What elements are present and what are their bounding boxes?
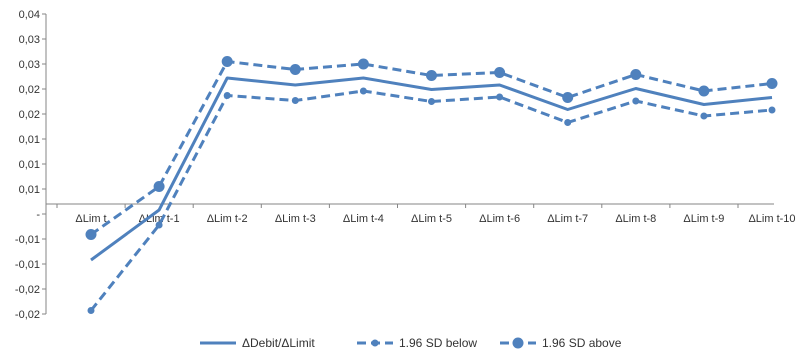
data-point <box>630 69 642 80</box>
data-point <box>766 78 778 89</box>
data-point <box>223 92 231 99</box>
y-tick-label: -0,01 <box>15 259 40 271</box>
data-point <box>564 119 572 126</box>
legend-item: 1.96 SD above <box>500 336 622 350</box>
data-point <box>359 87 367 95</box>
legend-item: 1.96 SD below <box>357 336 477 350</box>
legend-label: ΔDebit/ΔLimit <box>242 336 315 350</box>
y-axis: 0,04 0,03 0,03 0,02 0,02 0,01 0,01 0,01 - -0,01 -0… <box>15 9 47 321</box>
x-tick-label: ΔLim t-10 <box>748 213 795 225</box>
series-layer <box>85 56 778 314</box>
x-tick-label: ΔLim t-3 <box>275 213 316 225</box>
data-point <box>700 112 708 120</box>
data-point <box>632 97 640 105</box>
x-tick-label: ΔLim t <box>75 213 106 225</box>
x-tick-label: ΔLim t-4 <box>343 213 384 225</box>
x-tick-label: ΔLim t-2 <box>207 213 248 225</box>
series-line <box>90 76 773 262</box>
data-point <box>289 64 301 75</box>
data-point <box>562 92 574 103</box>
series-1-96-sd-below <box>87 87 776 314</box>
data-point <box>496 93 504 101</box>
data-point <box>428 98 435 105</box>
x-tick-label: ΔLim t-8 <box>615 213 656 225</box>
legend: ΔDebit/ΔLimit 1.96 SD below 1.96 SD above <box>200 336 622 350</box>
data-point <box>153 181 165 192</box>
data-point <box>155 221 163 229</box>
y-tick-label: 0,03 <box>19 59 40 71</box>
series-debit-limit <box>90 76 773 262</box>
y-tick-label: 0,01 <box>19 159 40 171</box>
series-line <box>90 60 773 236</box>
data-point <box>698 85 710 97</box>
x-tick-label: ΔLim t-5 <box>411 213 452 225</box>
data-point <box>221 56 233 67</box>
legend-marker <box>371 339 379 347</box>
legend-label: 1.96 SD below <box>399 336 477 350</box>
y-tick-label: 0,02 <box>19 84 40 96</box>
legend-item: ΔDebit/ΔLimit <box>200 336 315 350</box>
series-1-96-sd-above <box>85 56 778 240</box>
y-tick-label: 0,02 <box>19 109 40 121</box>
x-tick-label: ΔLim t-7 <box>547 213 588 225</box>
data-point <box>426 70 437 81</box>
y-tick-label: -0,01 <box>15 234 40 246</box>
y-tick-label: 0,01 <box>19 134 40 146</box>
data-point <box>291 97 299 104</box>
y-tick-label: 0,04 <box>19 9 40 21</box>
data-point <box>85 229 97 240</box>
x-axis: ΔLim t ΔLim t-1 ΔLim t-2 ΔLim t-3 ΔLim t-4 ΔL… <box>46 203 796 225</box>
data-point <box>768 106 776 114</box>
x-tick-label: ΔLim t-9 <box>683 213 724 225</box>
y-tick-label: -0,02 <box>15 284 40 296</box>
y-tick-label: 0,03 <box>19 34 40 46</box>
data-point <box>357 58 369 70</box>
data-point <box>87 307 95 314</box>
y-tick-label: - <box>36 209 40 221</box>
y-tick-label: 0,01 <box>19 184 40 196</box>
x-tick-label: ΔLim t-6 <box>479 213 520 225</box>
data-point <box>494 67 506 78</box>
legend-marker <box>512 337 524 349</box>
legend-label: 1.96 SD above <box>542 336 622 350</box>
y-tick-label: -0,02 <box>15 309 40 321</box>
